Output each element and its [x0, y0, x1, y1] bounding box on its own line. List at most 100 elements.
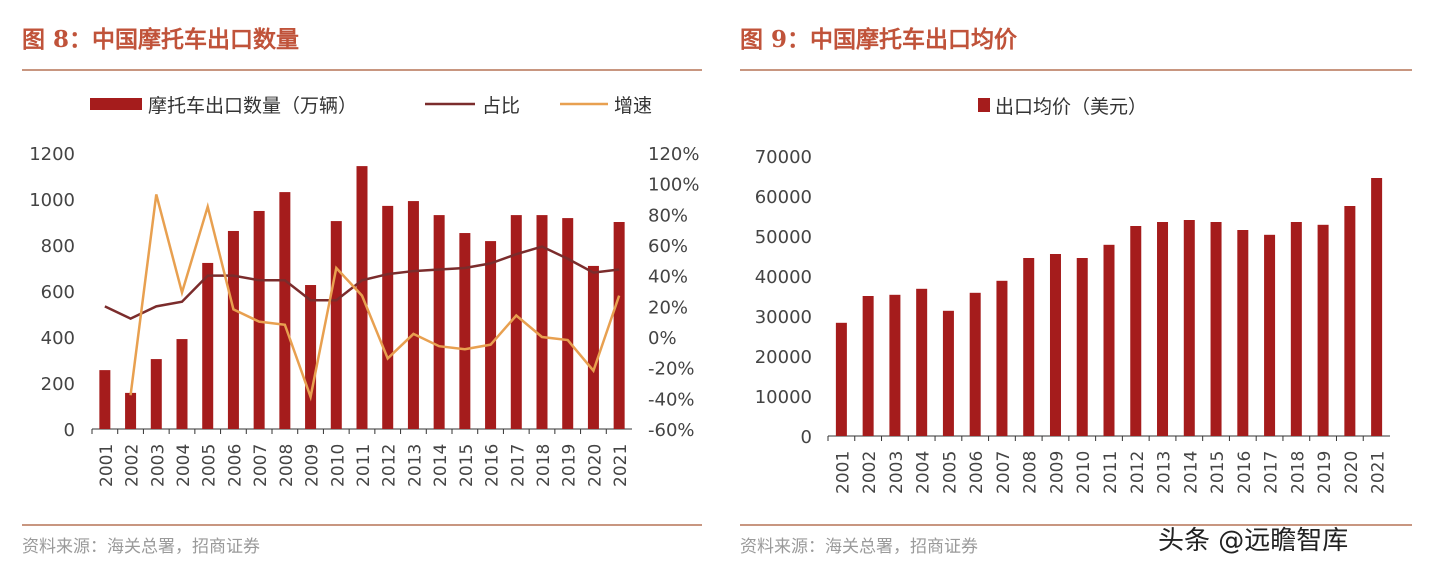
bar-2001-2021 [382, 205, 394, 429]
bar-2001-2021 [613, 222, 625, 429]
x-tick-label: 2015 [1208, 451, 1228, 494]
price-bar [996, 280, 1008, 436]
right-axis-tick: 0% [648, 328, 677, 349]
price-bar [1264, 234, 1276, 436]
x-tick-label: 2010 [328, 444, 348, 487]
left-axis-tick: 400 [41, 328, 75, 349]
left-axis-tick: 0 [64, 420, 75, 441]
price-bar [1023, 258, 1035, 436]
left-source: 资料来源：海关总署，招商证券 [22, 537, 260, 557]
price-bar [969, 292, 981, 436]
price-bar [1317, 224, 1329, 436]
price-bar [1076, 258, 1088, 436]
bar-2001-2021 [562, 218, 574, 429]
left-axis-tick: 600 [41, 282, 75, 303]
x-tick-label: 2019 [1315, 451, 1335, 494]
x-tick-label: 2009 [1047, 451, 1067, 494]
bar-2001-2021 [536, 215, 548, 429]
y-axis-tick: 10000 [755, 387, 812, 408]
bar-2001-2021 [253, 210, 265, 429]
bar-2001-2021 [150, 359, 162, 429]
left-axis-tick: 1200 [29, 144, 75, 165]
x-tick-label: 2011 [1101, 451, 1121, 494]
legend-swatch [978, 98, 990, 112]
bar-2001-2021 [587, 265, 599, 429]
price-bar [1183, 220, 1195, 436]
x-tick-label: 2007 [994, 451, 1014, 494]
right-axis-tick: -60% [648, 420, 695, 441]
bar-2001-2021 [407, 201, 419, 429]
watermark: 头条 @远瞻智库 [1158, 526, 1349, 556]
right-top-rule [740, 69, 1412, 71]
left-axis-tick: 1000 [29, 190, 75, 211]
x-tick-label: 2008 [1021, 451, 1041, 494]
x-tick-label: 2001 [833, 451, 853, 494]
x-tick-label: 2012 [1128, 451, 1148, 494]
x-tick-label: 2021 [1369, 451, 1389, 494]
right-axis-tick: 40% [648, 267, 688, 288]
y-axis-tick: 0 [801, 427, 812, 448]
x-tick-label: 2012 [380, 444, 400, 487]
price-bar [1210, 222, 1222, 436]
x-tick-label: 2006 [225, 444, 245, 487]
price-bar [1371, 178, 1383, 436]
x-tick-label: 2006 [967, 451, 987, 494]
bar-2001-2021 [99, 370, 111, 429]
right-axis-tick: 100% [648, 175, 699, 196]
left-chart-title: 图 8：中国摩托车出口数量 [22, 26, 300, 53]
x-tick-label: 2001 [97, 444, 117, 487]
legend-bar-swatch [90, 98, 142, 110]
right-axis-tick: -40% [648, 389, 695, 410]
x-tick-label: 2015 [457, 444, 477, 487]
legend-growth-label: 增速 [614, 95, 652, 117]
left-axis-tick: 800 [41, 236, 75, 257]
x-tick-label: 2020 [1342, 451, 1362, 494]
price-bar [835, 322, 847, 436]
bar-2001-2021 [433, 215, 445, 429]
y-axis-tick: 20000 [755, 347, 812, 368]
x-tick-label: 2005 [940, 451, 960, 494]
legend-bar-label: 摩托车出口数量（万辆） [148, 95, 357, 117]
price-bar [1290, 222, 1302, 436]
bar-2001-2021 [202, 262, 214, 429]
bar-2001-2021 [305, 285, 317, 429]
right-source: 资料来源：海关总署，招商证券 [740, 537, 978, 557]
x-tick-label: 2007 [251, 444, 271, 487]
x-tick-label: 2020 [585, 444, 605, 487]
y-axis-tick: 40000 [755, 267, 812, 288]
x-tick-label: 2016 [1235, 451, 1255, 494]
y-axis-tick: 70000 [755, 147, 812, 168]
y-axis-tick: 50000 [755, 227, 812, 248]
price-bar [1344, 206, 1356, 436]
x-tick-label: 2003 [887, 451, 907, 494]
x-tick-label: 2013 [1155, 451, 1175, 494]
x-tick-label: 2021 [611, 444, 631, 487]
bar-2001-2021 [279, 192, 291, 429]
x-tick-label: 2014 [431, 444, 451, 487]
right-chart-title: 图 9：中国摩托车出口均价 [740, 26, 1018, 53]
price-bar [1130, 226, 1142, 436]
x-tick-label: 2004 [174, 444, 194, 487]
x-tick-label: 2013 [405, 444, 425, 487]
left-top-rule [22, 69, 702, 71]
x-tick-label: 2005 [200, 444, 220, 487]
right-axis-tick: 120% [648, 144, 699, 165]
price-bar [889, 294, 901, 436]
price-bar [1237, 230, 1249, 436]
y-axis-tick: 30000 [755, 307, 812, 328]
right-axis-tick: -20% [648, 359, 695, 380]
price-bar [1049, 254, 1061, 436]
price-bar [1157, 222, 1169, 436]
bar-2001-2021 [125, 392, 137, 429]
right-axis-tick: 60% [648, 236, 688, 257]
price-bar [916, 288, 928, 436]
left-axis-tick: 200 [41, 374, 75, 395]
growth-line [129, 194, 621, 402]
bar-2001-2021 [176, 339, 188, 429]
legend-share-label: 占比 [482, 95, 520, 117]
x-tick-label: 2008 [277, 444, 297, 487]
right-bottom-rule [740, 524, 1412, 526]
x-tick-label: 2002 [123, 444, 143, 487]
right-axis-tick: 20% [648, 297, 688, 318]
